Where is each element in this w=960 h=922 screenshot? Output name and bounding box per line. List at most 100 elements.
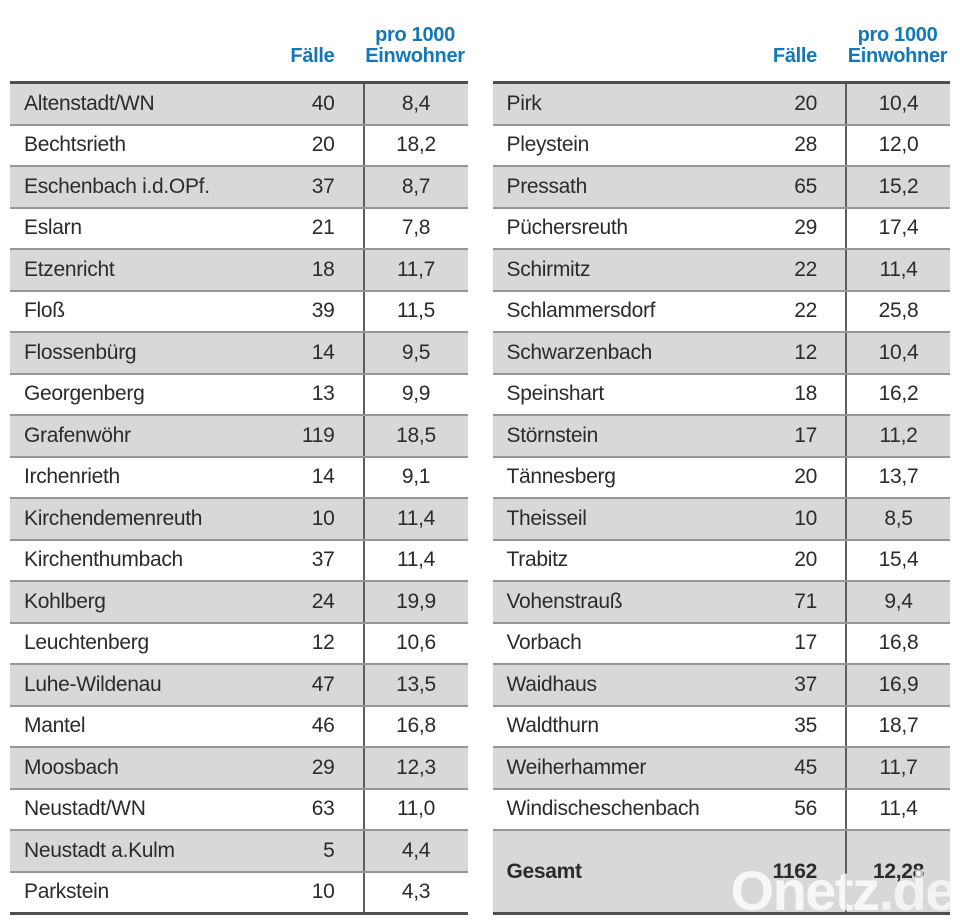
municipality-name: Kirchendemenreuth [24,506,203,530]
cases-value: 20 [311,133,335,157]
cases-value: 10 [794,506,817,530]
table-body-left: Altenstadt/WN 40 8,4 Bechtsrieth 20 18,2 Esche… [10,81,468,915]
table-row: Windischeschenbach 56 11,4 [492,787,950,829]
cases-value: 17 [794,631,817,655]
cases-value: 37 [311,174,335,198]
cases-value: 119 [301,423,335,447]
table-rows-left: Altenstadt/WN 40 8,4 Bechtsrieth 20 18,2 Esche… [10,84,468,912]
table-row: Schwarzenbach 12 10,4 [492,331,950,373]
cases-value: 13 [311,382,335,406]
table-row: Luhe-Wildenau 47 13,5 [10,663,468,705]
cases-value: 71 [794,589,817,613]
per1000-value: 16,2 [845,374,950,414]
per1000-value: 16,9 [845,665,950,705]
table-row: Mantel 46 16,8 [10,704,468,746]
total-cases-value: 1162 [772,859,818,883]
table-row: Eschenbach i.d.OPf. 37 8,7 [10,165,468,207]
cases-value: 37 [794,672,817,696]
per1000-value: 7,8 [362,208,468,248]
cases-value: 14 [311,340,335,364]
total-per1000-value: 12,28 [845,831,950,912]
cases-value: 10 [311,880,335,904]
table-row: Georgenberg 13 9,9 [10,372,468,414]
per1000-value: 11,4 [845,250,950,290]
cases-value: 14 [311,465,335,489]
table-row: Altenstadt/WN 40 8,4 [10,84,468,124]
cases-value: 56 [794,797,817,821]
table-row: Neustadt a.Kulm 5 4,4 [10,829,468,871]
cases-value: 12 [794,340,817,364]
cases-value: 65 [794,174,817,198]
cases-value: 40 [311,91,335,115]
cases-value: 20 [794,465,817,489]
cases-value: 5 [323,838,335,862]
table-row: Pleystein 28 12,0 [492,123,950,165]
column-header-per1000-line2: Einwohner [847,45,948,68]
municipality-name: Kohlberg [24,589,106,613]
cases-value: 17 [794,423,817,447]
municipality-name: Trabitz [506,548,569,572]
municipality-name: Pleystein [506,133,590,157]
per1000-value: 11,4 [362,540,468,580]
municipality-name: Tännesberg [506,465,616,489]
table-row: Tännesberg 20 13,7 [492,455,950,497]
per1000-value: 9,5 [362,333,468,373]
table-header-right: Fälle pro 1000 Einwohner [493,0,951,68]
cases-value: 29 [794,216,817,240]
municipalities-table-left: Fälle pro 1000 Einwohner Altenstadt/WN 40… [10,0,468,915]
municipality-name: Neustadt/WN [24,797,146,821]
table-row: Floß 39 11,5 [10,289,468,331]
table-rows-right: Pirk 20 10,4 Pleystein 28 12,0 Pressath 65 15,2 P… [492,84,950,829]
cases-value: 47 [311,672,335,696]
table-row: Püchersreuth 29 17,4 [492,206,950,248]
per1000-value: 19,9 [362,582,468,622]
municipality-name: Luhe-Wildenau [24,672,162,696]
cases-value: 24 [311,589,335,613]
table-row: Vohenstrauß 71 9,4 [492,580,950,622]
table-row: Kohlberg 24 19,9 [10,580,468,622]
municipality-name: Kirchenthumbach [24,548,183,572]
per1000-value: 8,7 [362,167,468,207]
table-row: Trabitz 20 15,4 [492,538,950,580]
municipality-name: Störnstein [506,423,599,447]
per1000-value: 13,7 [845,457,950,497]
per1000-value: 17,4 [845,208,950,248]
cases-value: 10 [311,506,335,530]
municipality-name: Waidhaus [506,672,598,696]
municipality-name: Schwarzenbach [506,340,653,364]
per1000-value: 11,2 [845,416,950,456]
municipality-name: Floß [24,299,65,323]
table-row: Kirchendemenreuth 10 11,4 [10,497,468,539]
per1000-value: 11,4 [845,789,950,829]
table-row: Irchenrieth 14 9,1 [10,455,468,497]
per1000-value: 12,0 [845,125,950,165]
table-row: Schirmitz 22 11,4 [492,248,950,290]
per1000-value: 16,8 [362,706,468,746]
municipality-name: Bechtsrieth [24,133,126,157]
per1000-value: 18,7 [845,706,950,746]
table-header-left: Fälle pro 1000 Einwohner [10,0,468,68]
table-row: Neustadt/WN 63 11,0 [10,787,468,829]
municipalities-table-right: Fälle pro 1000 Einwohner Pirk 20 10,4 Pleys… [492,0,951,915]
column-header-cases: Fälle [290,45,335,68]
per1000-value: 9,9 [362,374,468,414]
per1000-value: 15,2 [845,167,950,207]
cases-value: 63 [311,797,335,821]
cases-value: 20 [794,548,817,572]
municipality-name: Schirmitz [506,257,591,281]
cases-value: 35 [794,714,817,738]
cases-value: 45 [794,755,817,779]
per1000-value: 11,0 [362,789,468,829]
table-row: Vorbach 17 16,8 [492,621,950,663]
municipality-name: Schlammersdorf [506,299,656,323]
column-header-per1000: pro 1000 Einwohner [363,24,468,68]
municipality-name: Mantel [24,714,86,738]
municipality-name: Pressath [506,174,588,198]
table-row: Eslarn 21 7,8 [10,206,468,248]
municipality-name: Theisseil [506,506,587,530]
per1000-value: 10,4 [845,84,950,124]
municipality-name: Vohenstrauß [506,589,623,613]
municipality-name: Eschenbach i.d.OPf. [24,174,210,198]
table-row: Pressath 65 15,2 [492,165,950,207]
per1000-value: 25,8 [845,291,950,331]
